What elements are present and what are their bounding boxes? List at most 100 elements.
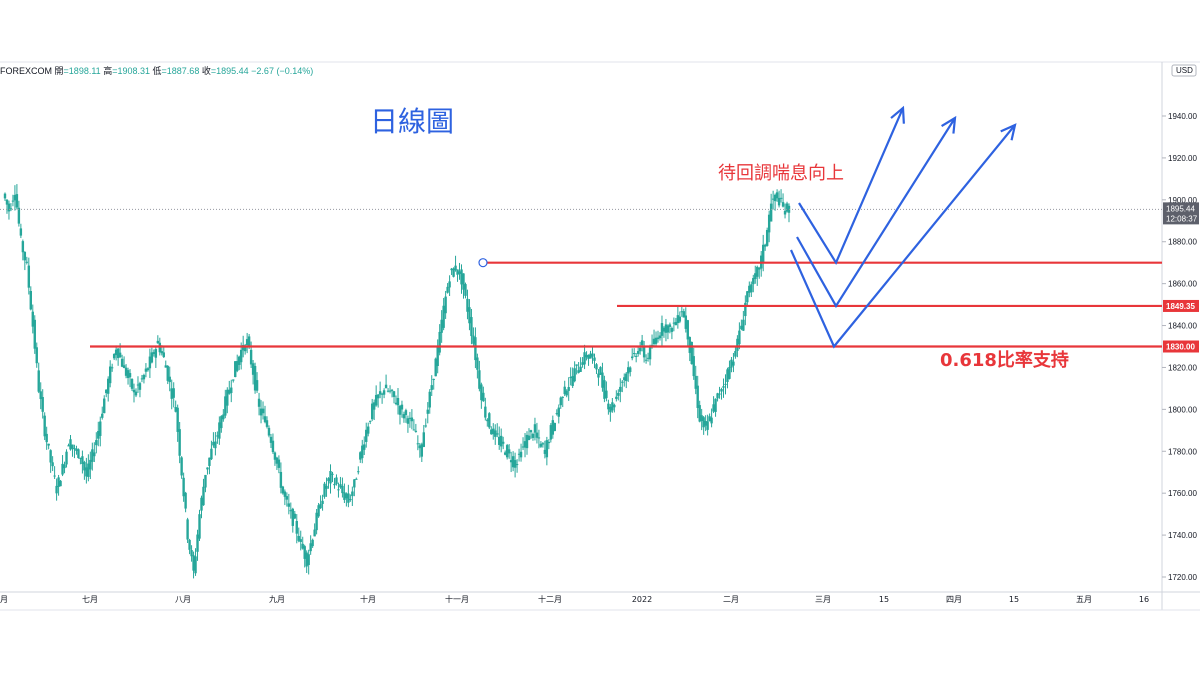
candle-body [454,265,457,271]
candle [116,347,120,366]
currency-label: USD [1176,66,1193,75]
candle-body [93,452,96,457]
candle-body [779,197,783,199]
candle [704,415,707,432]
candle-body [95,440,98,446]
time-tick-label: 2022 [632,595,652,604]
candle [754,265,757,284]
candle [785,201,789,213]
candle-body [396,398,400,406]
candle-body [710,417,713,424]
candle-body [45,433,48,443]
candle-body [627,367,630,374]
candle [662,326,666,338]
candle [289,502,293,519]
candle [204,474,207,493]
candle [551,415,555,439]
candle-body [507,449,511,454]
candle [543,440,547,459]
candle-body [357,471,360,473]
candle-body [323,483,326,497]
candle-body [428,391,431,408]
price-tick-label: 1900.00 [1168,196,1197,205]
candle [686,319,689,348]
candle-body [349,499,352,501]
candle [775,189,779,202]
candle-body [317,505,320,517]
candle [144,363,148,378]
candle-body [347,493,350,503]
candle-body [85,467,88,477]
time-tick-label: 月 [0,595,8,604]
candle [593,353,596,369]
candle [53,466,56,479]
candle [148,348,152,378]
candle-body [490,429,493,435]
candle [128,369,132,388]
candle-body [35,347,38,364]
candle [412,419,416,431]
candle-body [353,479,356,488]
candle [434,357,437,377]
candle [261,401,265,420]
candle [783,203,787,219]
time-tick-label: 五月 [1076,595,1092,604]
candle-body [680,311,684,313]
candle-body [625,373,628,382]
candle-body [434,358,437,377]
candle-body [380,393,384,395]
candle [154,345,158,368]
candle-body [523,441,527,448]
candle [253,362,257,394]
candle-body [343,492,346,500]
candle-body [565,390,568,396]
candle [513,452,517,478]
candle-body [23,251,27,261]
candle-body [444,296,447,314]
candle [87,454,90,482]
candle [587,354,590,366]
candle-body [700,415,703,421]
candle [333,477,336,489]
time-tick-label: 十二月 [538,594,562,604]
arrow-head [1000,123,1017,141]
candle [372,399,376,421]
candle-body [214,441,217,449]
symbol-label[interactable]: FOREXCOM [0,66,53,76]
candle [511,451,515,472]
candle-body [55,485,58,494]
candle-body [21,241,25,253]
candle-body [226,389,229,406]
candle-body [480,384,483,401]
candle [361,439,364,464]
level-price-tag-text: 1849.35 [1166,302,1195,311]
candle-body [484,406,487,418]
candle [660,315,664,347]
candle-body [553,422,556,431]
candle-body [674,321,678,326]
candle [390,388,394,398]
scenario-path [789,124,1016,349]
scenario-arrow [796,115,957,309]
candle-body [404,410,408,415]
candle [345,492,348,507]
candle [382,388,386,399]
candle [114,345,118,361]
candle-body [156,340,160,344]
candle [654,331,658,346]
candle [283,489,287,506]
candle [718,386,721,399]
candle [309,535,312,555]
candle [103,395,106,414]
candle [575,364,578,375]
candle-body [535,432,539,438]
candle-body [27,265,31,288]
candle [71,444,74,457]
candle [464,282,467,299]
candle [168,366,171,392]
candle [553,422,556,432]
candle [305,550,308,573]
candle [192,551,195,579]
candle-body [154,349,158,358]
